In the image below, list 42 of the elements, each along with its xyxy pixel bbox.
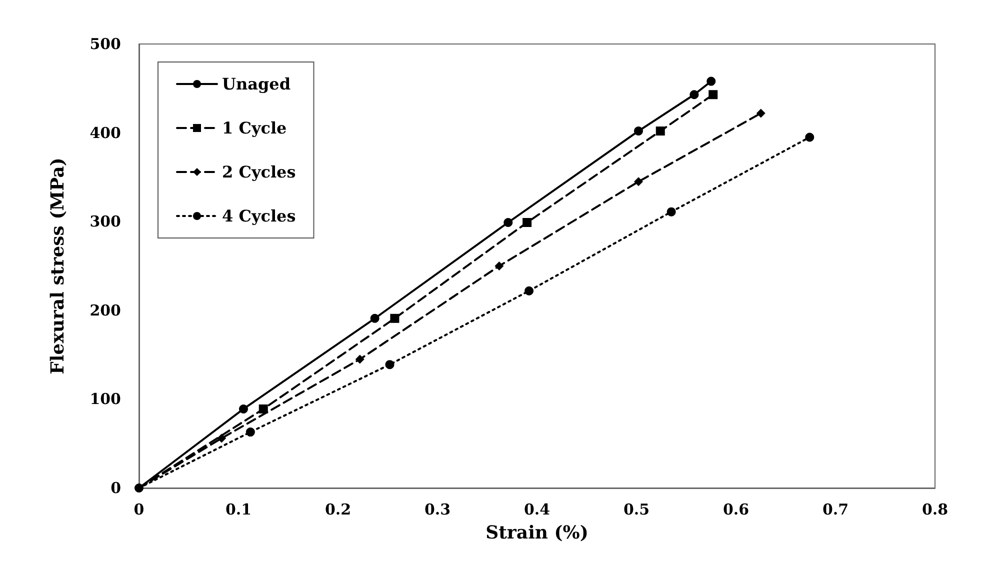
legend-label: 1 Cycle	[222, 118, 287, 138]
point	[258, 404, 268, 414]
point	[706, 76, 716, 86]
y-tick-label: 100	[90, 390, 121, 408]
legend-label: Unaged	[222, 74, 291, 94]
y-axis-title: Flexural stress (MPa)	[48, 158, 68, 374]
x-tick-label: 0.1	[225, 500, 252, 518]
point	[355, 354, 364, 364]
point	[805, 132, 814, 142]
point	[756, 108, 766, 118]
point	[634, 177, 643, 186]
legend-label: 4 Cycles	[222, 206, 296, 226]
y-tick-label: 400	[90, 124, 121, 142]
point	[666, 207, 676, 216]
point	[522, 218, 532, 227]
y-tick-label: 0	[110, 479, 121, 497]
point	[634, 126, 643, 136]
x-tick-label: 0.4	[524, 500, 550, 518]
point	[708, 90, 718, 100]
point	[656, 126, 665, 136]
point	[494, 262, 504, 270]
point	[524, 286, 534, 296]
x-axis-title: Strain (%)	[486, 522, 588, 544]
x-tick-label: 0.3	[424, 500, 451, 518]
point	[690, 90, 699, 100]
x-tick-label: 0.6	[722, 500, 750, 518]
point	[504, 218, 513, 227]
point	[134, 484, 144, 492]
point	[390, 314, 400, 323]
y-tick-label: 200	[90, 301, 121, 320]
point	[385, 360, 394, 370]
y-tick-label: 500	[90, 35, 121, 53]
point	[246, 428, 255, 437]
x-tick-label: 0.7	[822, 500, 849, 518]
x-tick-label: 0.5	[623, 500, 650, 518]
x-tick-label: 0.8	[922, 500, 948, 518]
x-tick-label: 0.2	[324, 500, 352, 518]
point	[370, 314, 380, 323]
point	[238, 404, 248, 414]
legend-label: 2 Cycles	[222, 162, 296, 182]
y-tick-label: 300	[90, 212, 121, 231]
x-tick-label: 0	[134, 500, 144, 518]
